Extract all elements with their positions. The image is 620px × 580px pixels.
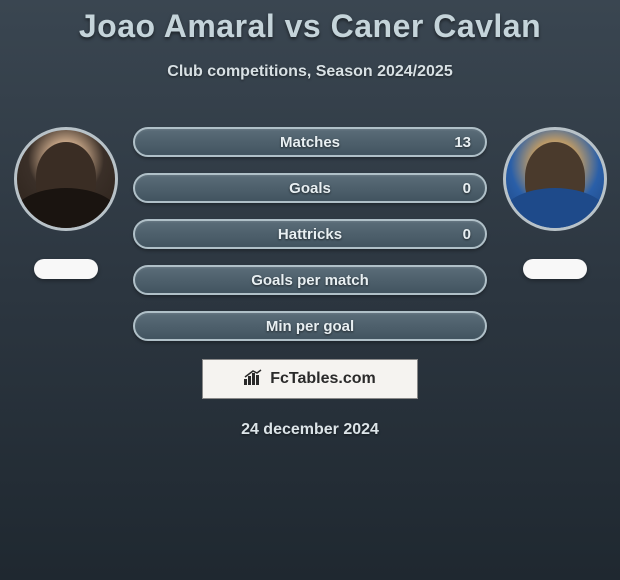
stat-value-right: 0 (463, 226, 471, 243)
stat-label: Goals per match (251, 272, 369, 289)
page-title: Joao Amaral vs Caner Cavlan (0, 8, 620, 45)
stats-column: Matches 13 Goals 0 Hattricks 0 Goals per… (123, 127, 497, 341)
brand-label: FcTables.com (270, 370, 376, 388)
main-row: Matches 13 Goals 0 Hattricks 0 Goals per… (0, 123, 620, 341)
chart-icon (244, 369, 264, 390)
player1-flag-badge (34, 259, 98, 279)
brand-box[interactable]: FcTables.com (202, 359, 418, 399)
stat-value-right: 13 (454, 134, 471, 151)
stat-label: Goals (289, 180, 331, 197)
date-label: 24 december 2024 (0, 421, 620, 439)
avatar-shoulders (14, 188, 118, 231)
stat-bar-min-per-goal: Min per goal (133, 311, 487, 341)
stat-bar-matches: Matches 13 (133, 127, 487, 157)
player1-column (8, 123, 123, 279)
comparison-card: Joao Amaral vs Caner Cavlan Club competi… (0, 0, 620, 439)
stat-label: Hattricks (278, 226, 342, 243)
player2-column (497, 123, 612, 279)
player2-avatar (503, 127, 607, 231)
stat-bar-goals-per-match: Goals per match (133, 265, 487, 295)
subtitle: Club competitions, Season 2024/2025 (0, 63, 620, 81)
stat-bar-hattricks: Hattricks 0 (133, 219, 487, 249)
stat-label: Min per goal (266, 318, 354, 335)
avatar-shoulders (503, 188, 607, 231)
stat-label: Matches (280, 134, 340, 151)
stat-bar-goals: Goals 0 (133, 173, 487, 203)
player1-avatar (14, 127, 118, 231)
player2-flag-badge (523, 259, 587, 279)
stat-value-right: 0 (463, 180, 471, 197)
